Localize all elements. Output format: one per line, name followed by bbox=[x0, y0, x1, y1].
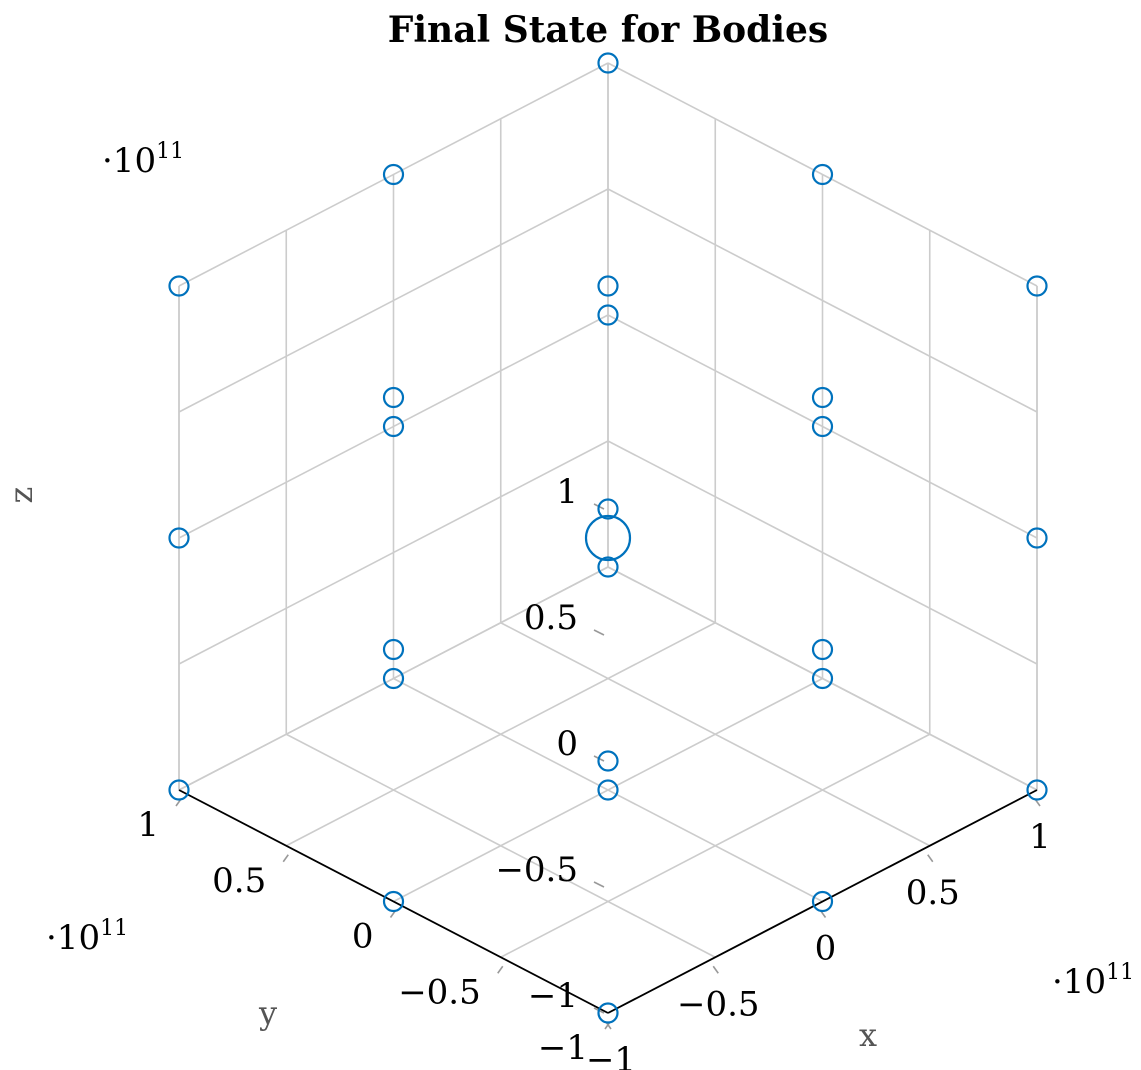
y-tick-label: −1 bbox=[538, 1028, 588, 1068]
data-point bbox=[1026, 779, 1048, 801]
data-point bbox=[382, 890, 405, 913]
data-point bbox=[1026, 527, 1048, 549]
y-tick-label: −0.5 bbox=[398, 972, 481, 1012]
gridline-z-leftwall bbox=[178, 62, 609, 287]
data-point bbox=[168, 779, 190, 801]
data-point bbox=[597, 779, 619, 801]
y-tick-label: 0.5 bbox=[212, 861, 266, 901]
data-point bbox=[382, 415, 405, 438]
z-tick-label: −1 bbox=[528, 976, 578, 1016]
data-point bbox=[811, 890, 834, 913]
data-point bbox=[382, 667, 405, 690]
data-point bbox=[168, 275, 190, 297]
z-axis-multiplier: ·1011 bbox=[102, 139, 184, 181]
data-point bbox=[1026, 275, 1048, 297]
gridline-z-leftwall bbox=[178, 440, 609, 665]
gridline-z-rightwall bbox=[607, 440, 1038, 665]
grid-layer bbox=[178, 62, 1038, 1014]
data-point bbox=[597, 275, 619, 297]
data-point bbox=[597, 304, 619, 326]
data-point bbox=[811, 386, 834, 409]
gridline-z-leftwall bbox=[178, 566, 609, 791]
data-point bbox=[382, 163, 405, 186]
data-point bbox=[597, 1002, 619, 1024]
point-layer bbox=[168, 52, 1048, 1024]
y-axis-line bbox=[178, 789, 609, 1014]
gridline-z-rightwall bbox=[607, 188, 1038, 413]
y-tick-mark bbox=[282, 854, 289, 863]
z-axis-label: z bbox=[2, 487, 40, 504]
data-point bbox=[811, 163, 834, 186]
z-tick-label: 1 bbox=[556, 472, 578, 512]
data-point bbox=[597, 750, 619, 772]
z-tick-label: 0 bbox=[556, 724, 578, 764]
x-tick-label: 0.5 bbox=[906, 873, 960, 913]
gridline-z-rightwall bbox=[607, 314, 1038, 539]
tick-layer: −1 −0.5 0 0.5 1 −1 −0.5 0 0.5 1 −1 −0.5 0 0.5 1 bbox=[137, 472, 1050, 1070]
x-tick-mark bbox=[712, 965, 719, 974]
x-axis-label: x bbox=[859, 1016, 877, 1054]
chart-title: Final State for Bodies bbox=[388, 9, 828, 51]
z-tick-label: −0.5 bbox=[495, 850, 578, 890]
data-point bbox=[597, 52, 619, 74]
data-point bbox=[811, 638, 834, 661]
gridline-y-floor bbox=[500, 733, 931, 958]
y-axis-label: y bbox=[258, 994, 277, 1032]
z-tick-mark bbox=[593, 629, 605, 636]
y-tick-mark bbox=[497, 965, 504, 974]
x-tick-label: −1 bbox=[586, 1040, 636, 1070]
y-tick-label: 1 bbox=[137, 805, 159, 845]
x-tick-mark bbox=[927, 854, 934, 863]
data-point bbox=[382, 386, 405, 409]
gridline-y-floor bbox=[285, 622, 716, 847]
gridline-y-floor bbox=[393, 677, 823, 903]
y-axis-multiplier: ·1011 bbox=[46, 916, 128, 958]
y-tick-label: 0 bbox=[352, 917, 374, 957]
z-tick-label: 0.5 bbox=[524, 598, 578, 638]
data-point bbox=[811, 415, 834, 438]
data-point bbox=[597, 556, 619, 578]
data-point-large bbox=[584, 514, 632, 562]
gridline-z-rightwall bbox=[607, 62, 1038, 287]
x-tick-label: 0 bbox=[815, 929, 837, 969]
x-axis-line bbox=[607, 789, 1038, 1014]
data-point bbox=[811, 667, 834, 690]
data-point bbox=[597, 498, 619, 520]
gridline-z-leftwall bbox=[178, 314, 609, 539]
x-tick-label: −0.5 bbox=[677, 984, 760, 1024]
gridline-z-rightwall bbox=[607, 566, 1038, 791]
x-axis-multiplier: ·1011 bbox=[1052, 960, 1134, 1002]
z-tick-mark bbox=[593, 881, 605, 888]
gridline-z-leftwall bbox=[178, 188, 609, 413]
data-point bbox=[382, 638, 405, 661]
x-tick-label: 1 bbox=[1029, 817, 1051, 857]
data-point bbox=[168, 527, 190, 549]
axis-layer bbox=[178, 789, 1038, 1014]
